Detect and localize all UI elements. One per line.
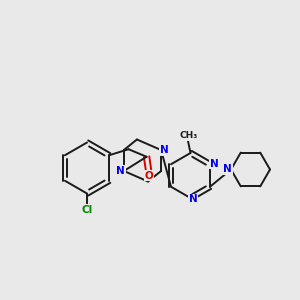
Text: N: N	[116, 166, 125, 176]
Text: N: N	[188, 194, 197, 205]
Text: N: N	[210, 159, 219, 169]
Text: O: O	[145, 171, 153, 181]
Text: N: N	[160, 145, 169, 155]
Text: Cl: Cl	[81, 205, 93, 215]
Text: N: N	[223, 164, 232, 175]
Text: CH₃: CH₃	[180, 131, 198, 140]
